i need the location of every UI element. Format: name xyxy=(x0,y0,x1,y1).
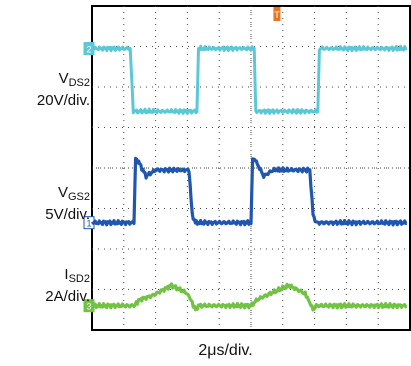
trigger-marker-icon xyxy=(273,7,281,21)
channel-marker-number: 3 xyxy=(86,302,91,312)
series-vds2-trace xyxy=(90,44,408,115)
channel-marker-number: 2 xyxy=(86,45,91,55)
series-vgs2-trace xyxy=(91,156,408,227)
series-isd2-trace xyxy=(90,282,408,312)
vgs2-label: VGS2 5V/div. xyxy=(45,184,90,223)
trigger-marker-label: T xyxy=(274,10,280,20)
channel-marker-number: 1 xyxy=(86,219,91,229)
vds2-label: VDS2 20V/div. xyxy=(36,70,90,109)
isd2-label: ISD2 2A/div. xyxy=(45,266,90,305)
x-axis-label: 2μs/div. xyxy=(198,342,253,359)
